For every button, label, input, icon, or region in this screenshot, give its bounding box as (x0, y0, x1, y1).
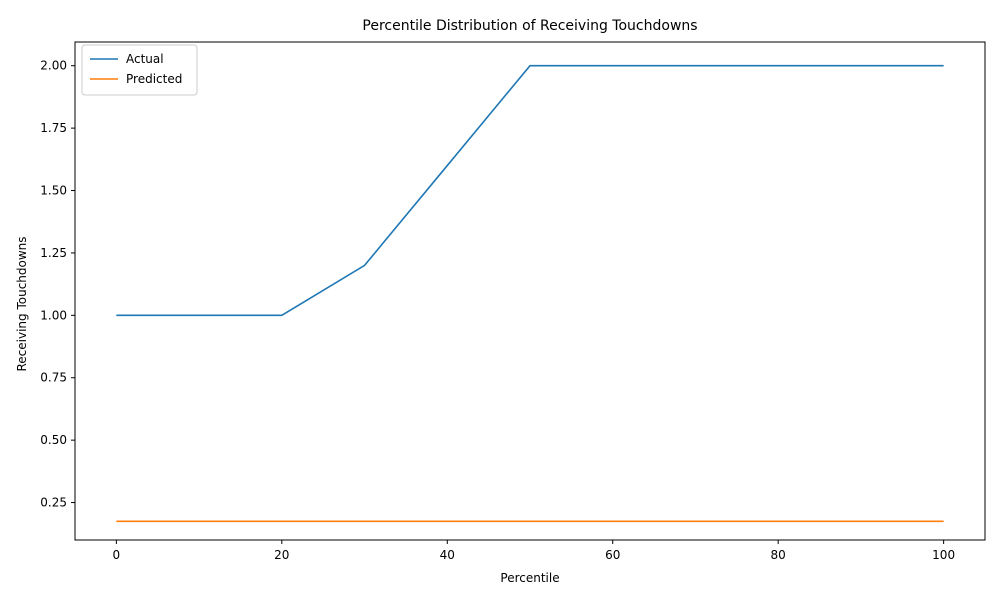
x-tick-label: 0 (113, 548, 121, 562)
series-lines (116, 64, 944, 523)
y-tick-label: 1.25 (40, 246, 67, 260)
legend: Actual Predicted (81, 44, 198, 96)
x-tick-label: 40 (440, 548, 455, 562)
plot-frame (74, 41, 986, 541)
plot-area (74, 41, 986, 541)
legend-label-actual: Actual (126, 52, 164, 66)
y-tick-label: 2.00 (40, 59, 67, 73)
y-axis-label: Receiving Touchdowns (15, 236, 29, 371)
x-tick-label: 60 (605, 548, 620, 562)
x-axis: 0 20 40 60 80 100 (113, 540, 955, 562)
y-tick-label: 1.50 (40, 184, 67, 198)
x-tick-label: 20 (274, 548, 289, 562)
x-tick-label: 100 (932, 548, 955, 562)
y-tick-label: 0.75 (40, 371, 67, 385)
x-axis-label: Percentile (500, 571, 559, 585)
x-tick-label: 80 (771, 548, 786, 562)
legend-box (81, 44, 198, 96)
chart-title: Percentile Distribution of Receiving Tou… (362, 18, 697, 34)
y-tick-label: 1.75 (40, 121, 67, 135)
legend-label-predicted: Predicted (126, 72, 182, 86)
y-tick-label: 1.00 (40, 308, 67, 322)
series-line-actual (116, 64, 944, 317)
y-axis: 0.25 0.50 0.75 1.00 1.25 1.50 1.75 2.00 (40, 59, 75, 510)
y-tick-label: 0.50 (40, 433, 67, 447)
y-tick-label: 0.25 (40, 496, 67, 510)
